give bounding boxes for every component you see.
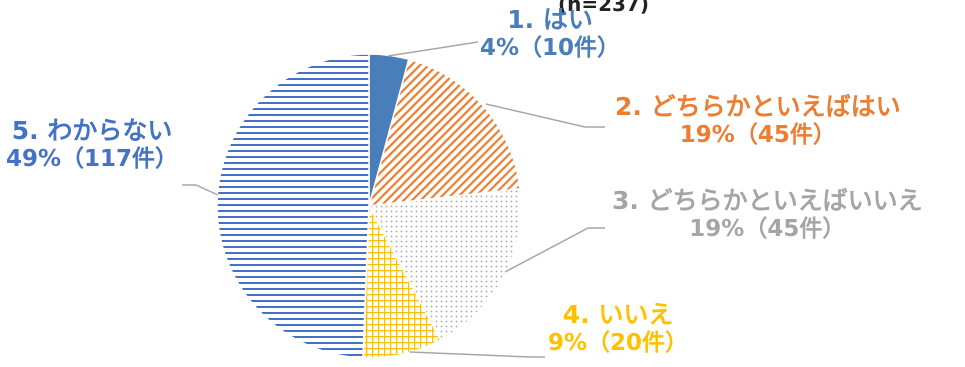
slice-label-4-value: 9%（20件） [548,329,689,356]
slice-label-2-name: 2. どちらかといえばはい [615,92,901,121]
slice-label-1-name: 1. はい [507,5,593,34]
slice-label-1: 1. はい 4%（10件） [480,5,621,61]
slice-label-2: 2. どちらかといえばはい 19%（45件） [615,92,901,148]
slice-label-3-name: 3. どちらかといえばいいえ [612,186,923,215]
slice-label-2-value: 19%（45件） [679,121,836,148]
leader-line-2 [485,103,605,128]
slice-label-4: 4. いいえ 9%（20件） [548,300,689,356]
slice-label-4-name: 4. いいえ [562,300,674,329]
pie-slice-3 [367,188,522,342]
chart-subtitle: (n=237) [558,0,650,16]
slice-label-1-value: 4%（10件） [480,34,621,61]
slice-label-5: 5. わからない 49%（117件） [6,116,179,172]
slice-label-5-value: 49%（117件） [6,145,179,172]
slice-label-3: 3. どちらかといえばいいえ 19%（45件） [612,186,923,242]
leader-line-5 [182,184,219,196]
leader-line-3 [504,227,605,273]
leader-line-1 [387,41,479,57]
leader-line-4 [409,351,545,358]
slice-label-3-value: 19%（45件） [689,215,846,242]
pie-slice-5 [216,53,370,359]
pie-slice-2 [367,58,521,207]
slice-label-5-name: 5. わからない [11,116,173,145]
